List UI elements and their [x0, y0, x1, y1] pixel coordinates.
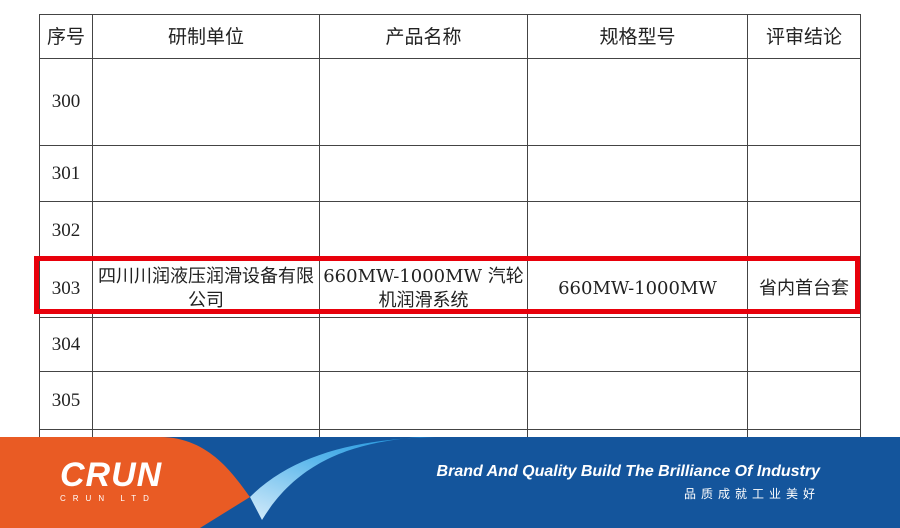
table-row: 300 [39, 58, 861, 146]
product-table: 序号 研制单位 产品名称 规格型号 评审结论 300 301 302 303 四… [39, 14, 861, 490]
row-no: 300 [39, 58, 93, 146]
crun-logo: CRUN [60, 456, 163, 494]
header-unit: 研制单位 [92, 14, 320, 59]
slogan-en: Brand And Quality Build The Brilliance O… [436, 463, 820, 480]
banner-orange-shape [0, 437, 250, 528]
footer-banner [0, 437, 900, 528]
table-row: 304 [39, 317, 861, 372]
table-row-highlighted: 303 四川川润液压润滑设备有限公司 660MW-1000MW 汽轮机润滑系统 … [39, 259, 861, 318]
banner-swoosh [250, 437, 470, 520]
crun-logo-sub: CRUN LTD [60, 494, 156, 503]
row-no: 301 [39, 145, 93, 202]
table-header: 序号 研制单位 产品名称 规格型号 评审结论 [39, 14, 861, 59]
table-row: 305 [39, 371, 861, 430]
row-no: 303 [39, 259, 93, 318]
unit-cell: 四川川润液压润滑设备有限公司 [92, 259, 320, 318]
table-row: 302 [39, 201, 861, 260]
spec-cell: 660MW-1000MW [527, 259, 748, 318]
conclusion-cell: 省内首台套 [747, 259, 861, 318]
row-no: 305 [39, 371, 93, 430]
row-no: 304 [39, 317, 93, 372]
header-spec: 规格型号 [527, 14, 748, 59]
header-product: 产品名称 [319, 14, 528, 59]
highlight-box [34, 256, 860, 314]
table-row: 301 [39, 145, 861, 202]
row-no: 302 [39, 201, 93, 260]
header-no: 序号 [39, 14, 93, 59]
slogan-cn: 品质成就工业美好 [683, 487, 820, 501]
header-conclusion: 评审结论 [747, 14, 861, 59]
